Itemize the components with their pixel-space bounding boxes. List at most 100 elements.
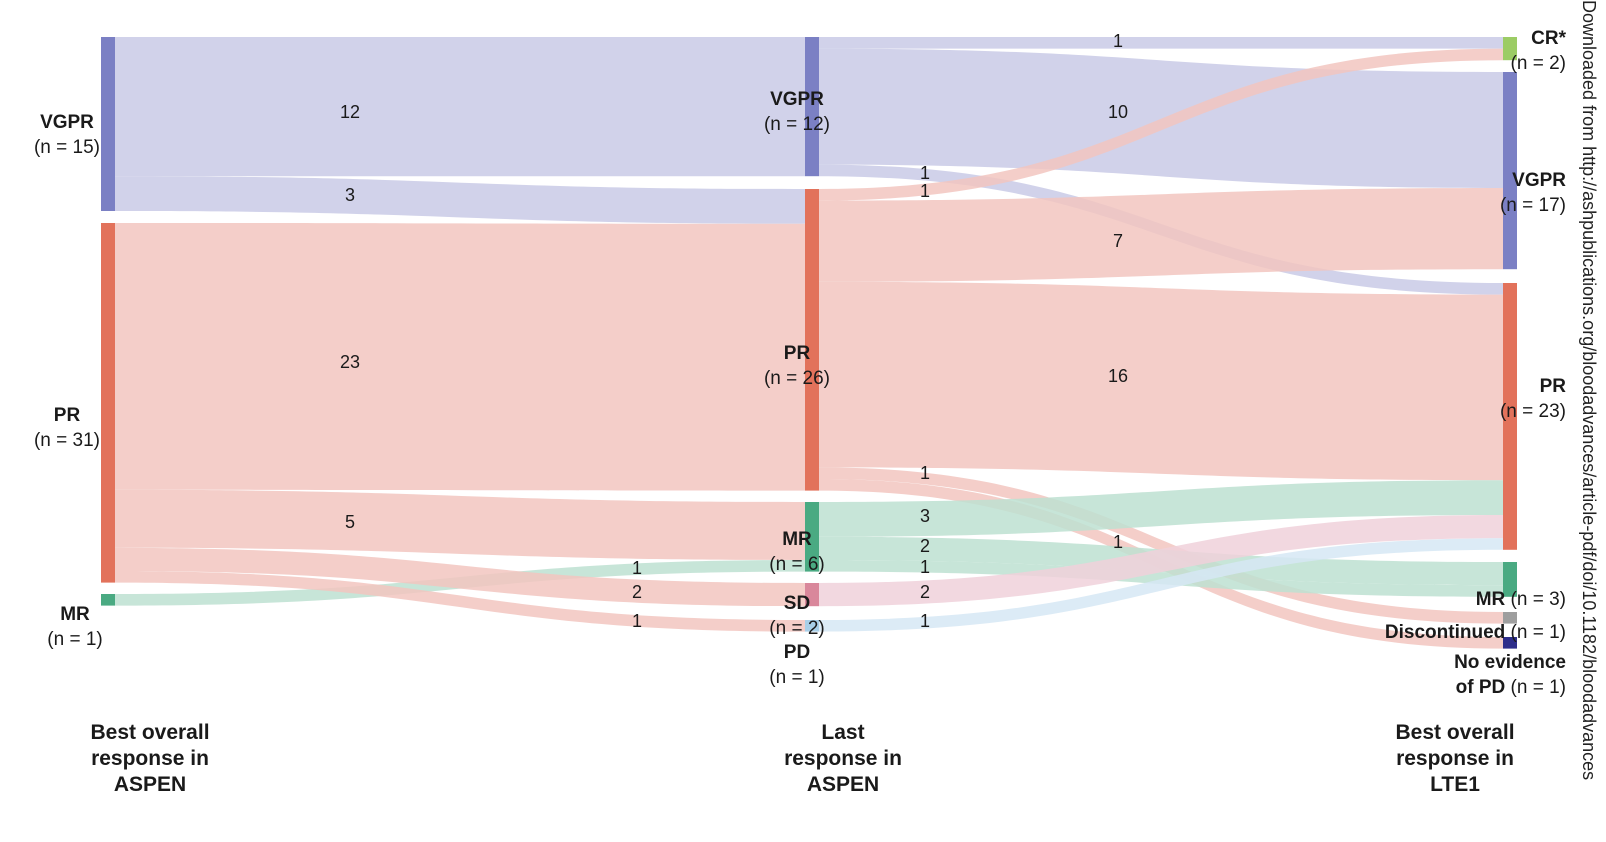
node-lte1-discontinued [1503,612,1517,624]
flow-label-pr-pd: 1 [632,611,642,631]
flow-label-pr-sd: 2 [632,582,642,602]
node-count: (n = 26) [763,368,830,389]
node-name: PD [783,642,811,663]
node-last-mr [805,502,819,572]
node-name: PR [783,343,811,364]
flow-vgpr-to-cr [819,37,1503,49]
node-name: MR [782,529,812,550]
flow-vgpr-to-lte-vgpr [819,48,1503,188]
node-name: MR [1475,589,1506,610]
node-count: (n = 2) [1510,53,1566,74]
node-lte1-vgpr [1503,72,1517,270]
node-label-lte1-pr: PR (n = 23) [1440,374,1566,424]
node-count: (n = 3) [1510,589,1566,610]
flows-layer [115,37,1503,649]
node-count: (n = 2) [769,618,825,639]
flow-pr-to-pd [115,571,805,632]
flow-mr-to-lte-mr-2 [819,560,1503,597]
node-label-aspen-mr: MR (n = 1) [28,602,122,652]
node-count: (n = 6) [769,554,825,575]
node-label-lte1-mr: MR (n = 3) [1340,587,1566,612]
node-count: (n = 1) [769,667,825,688]
nodes-layer [101,37,1517,649]
node-name: PR [53,405,81,426]
node-aspen-mr [101,594,115,606]
column-title-aspen-last: Last response in ASPEN [784,721,902,796]
node-last-vgpr [805,37,819,177]
node-count: (n = 1) [47,629,103,650]
flow-vgpr-to-vgpr [115,37,805,177]
node-aspen-pr [101,223,115,583]
flow-label-pr-pr: 23 [340,352,360,372]
node-name: No evidence [1454,652,1566,673]
flow-mr-to-lte-pr [819,480,1503,537]
node-aspen-vgpr [101,37,115,211]
node-label-aspen-pr: PR (n = 31) [20,403,114,453]
flow-label-vgpr-pr: 3 [345,185,355,205]
node-label-lte1-no-evidence-pd: No evidence of PD (n = 1) [1360,650,1566,700]
node-count: (n = 17) [1499,195,1566,216]
node-label-last-mr: MR (n = 6) [742,527,852,577]
node-label-aspen-vgpr: VGPR (n = 15) [20,110,114,160]
flow-pr-to-mr [115,489,805,560]
flow-pd-to-lte-pr [819,538,1503,632]
node-name: Discontinued [1384,622,1506,643]
node-label-last-pd: PD (n = 1) [742,640,852,690]
node-label-lte1-cr: CR* (n = 2) [1440,26,1566,76]
flow-label-pd-pr: 1 [920,611,930,631]
flow-pr-to-pr [115,223,805,491]
node-name: MR [60,604,90,625]
flow-label-pr-no-evidence: 1 [1113,532,1123,552]
flow-label-pr-discontinued: 1 [920,463,930,483]
node-last-pr [805,189,819,491]
flow-label-mr-mr: 1 [632,558,642,578]
node-count: (n = 31) [33,430,100,451]
node-last-pd [805,620,819,632]
node-name: PR [1539,376,1566,397]
column-title-lte1-best: Best overall response in LTE1 [1395,721,1515,796]
flow-label-vgpr-pr-2: 1 [920,163,930,183]
node-count: (n = 15) [33,137,100,158]
node-count: (n = 12) [763,114,830,135]
flow-pr-to-lte-vgpr [819,188,1503,282]
node-name: VGPR [40,112,94,133]
flow-pr-to-lte-pr [819,281,1503,481]
node-lte1-mr [1503,562,1517,597]
flow-label-vgpr-vgpr-2: 10 [1108,102,1128,122]
node-lte1-cr [1503,37,1517,61]
node-name: VGPR [1512,170,1566,191]
download-watermark: Downloaded from http://ashpublications.o… [1579,0,1599,781]
node-name: SD [783,593,811,614]
flow-label-pr-pr-2: 16 [1108,366,1128,386]
flow-label-pr-mr: 5 [345,512,355,532]
node-name: CR* [1531,28,1566,49]
node-name: VGPR [770,89,824,110]
node-label-last-pr: PR (n = 26) [742,341,852,391]
node-label-lte1-discontinued: Discontinued (n = 1) [1300,620,1566,645]
node-label-last-sd: SD (n = 2) [742,591,852,641]
flow-label-sd-pr: 2 [920,582,930,602]
flow-pr-to-cr [819,48,1503,201]
flow-sd-to-lte-pr [819,515,1503,607]
node-lte1-no-evidence-pd [1503,637,1517,649]
node-label-lte1-vgpr: VGPR (n = 17) [1440,168,1566,218]
flow-label-vgpr-vgpr: 12 [340,102,360,122]
node-lte1-pr [1503,283,1517,550]
flow-label-vgpr-cr: 1 [1113,31,1123,51]
node-name-line2: of PD (n = 1) [1455,677,1566,698]
flow-vgpr-to-pr [115,176,805,224]
node-label-last-vgpr: VGPR (n = 12) [742,87,852,137]
flow-label-pr-vgpr-2: 7 [1113,231,1123,251]
node-count: (n = 23) [1499,401,1566,422]
flow-label-pr-cr: 1 [920,181,930,201]
flow-label-mr-mr-2: 2 [920,536,930,556]
flow-label-mr-pr: 3 [920,506,930,526]
node-count: (n = 1) [1510,622,1566,643]
flow-pr-to-sd [115,547,805,607]
flow-pr-to-discontinued [819,467,1503,624]
column-title-aspen-best: Best overall response in ASPEN [90,721,210,796]
node-last-sd [805,583,819,607]
flow-label-mr-mr-3: 1 [920,557,930,577]
